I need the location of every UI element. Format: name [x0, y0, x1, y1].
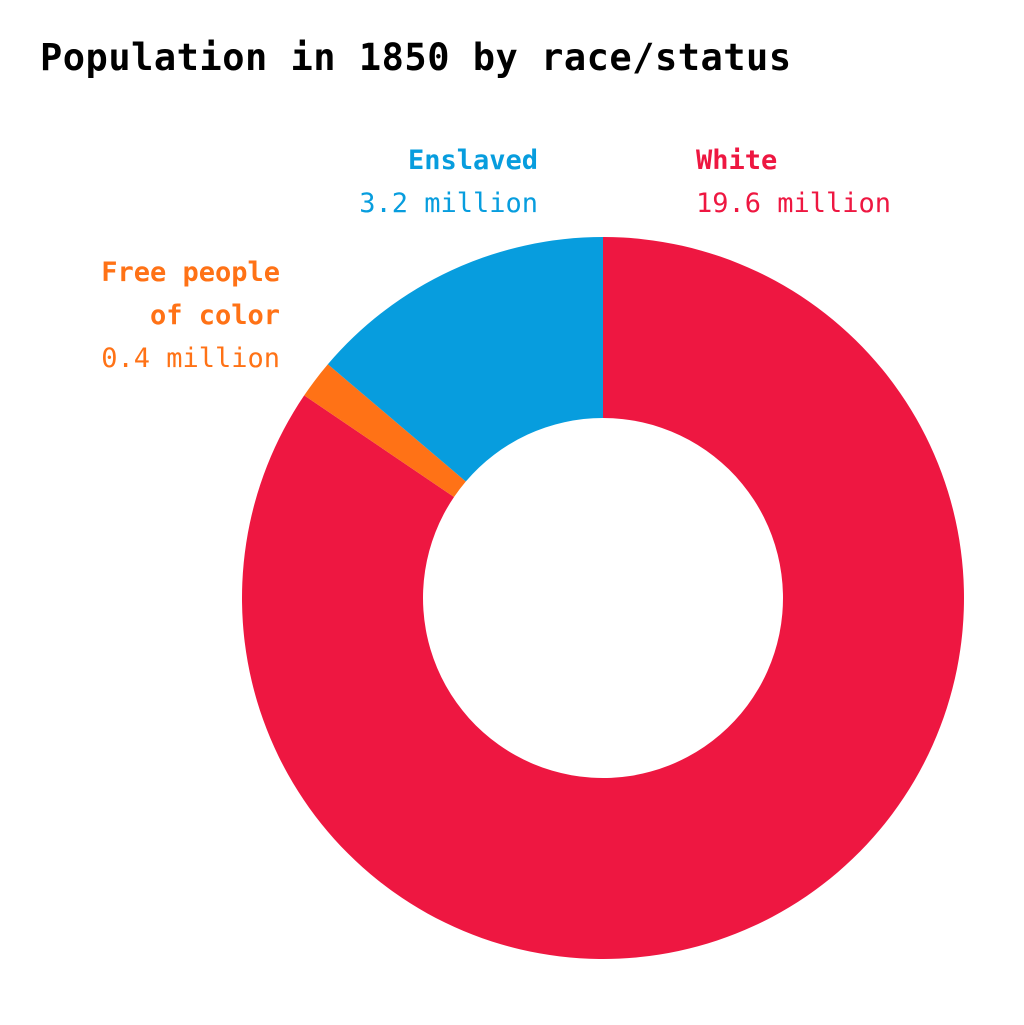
label-enslaved: Enslaved 3.2 million [359, 139, 538, 225]
slice-free-people-of-color [304, 364, 466, 497]
label-white-name: White [696, 145, 778, 176]
label-free-value: 0.4 million [101, 343, 280, 374]
label-enslaved-value: 3.2 million [359, 188, 538, 219]
label-enslaved-name: Enslaved [407, 145, 538, 176]
chart-title: Population in 1850 by race/status [40, 36, 792, 79]
label-white: White 19.6 million [696, 139, 891, 225]
label-free-people-of-color: Free people of color 0.4 million [101, 251, 280, 380]
slice-enslaved [327, 237, 603, 482]
label-white-value: 19.6 million [696, 188, 892, 219]
label-free-name: Free people of color [101, 257, 280, 331]
slice-white [241, 237, 964, 959]
